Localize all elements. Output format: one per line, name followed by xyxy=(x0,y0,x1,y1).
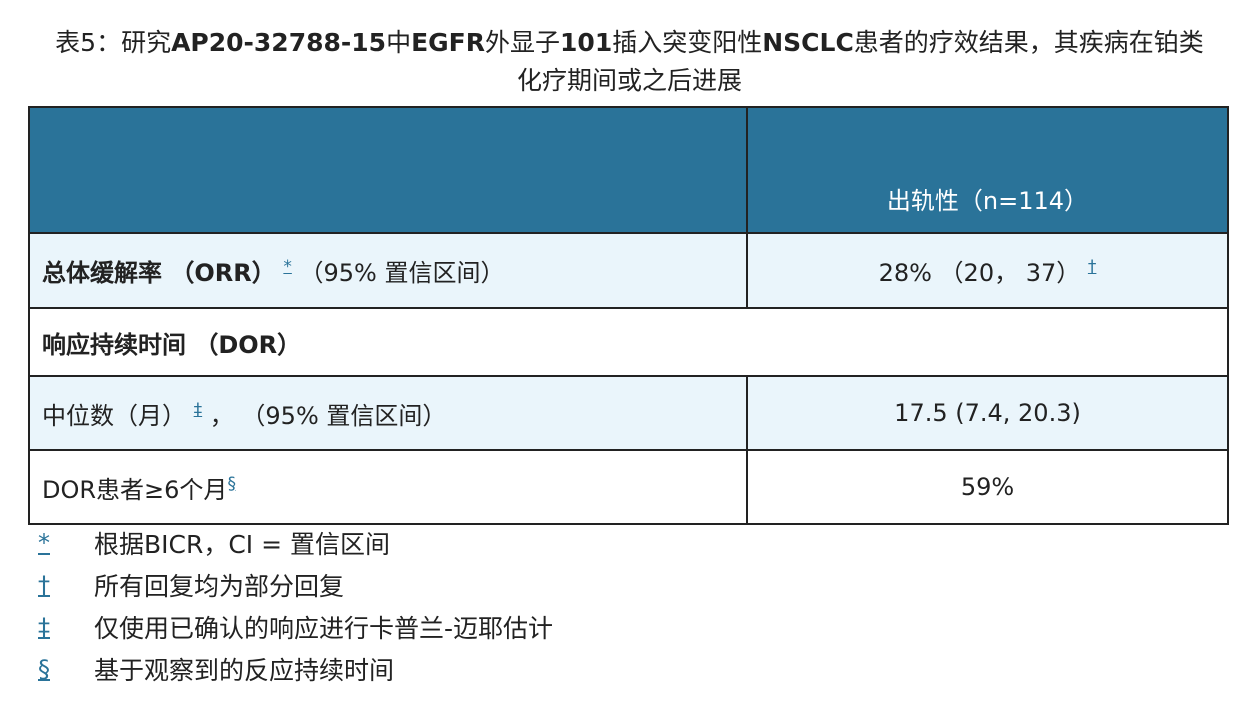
title-study-id: AP20-32788-15 xyxy=(171,28,387,57)
dor-section-cell: 响应持续时间 （DOR） xyxy=(28,307,1229,377)
footnote-link-dagger[interactable]: † xyxy=(1087,257,1097,277)
footnote-link-section[interactable]: § xyxy=(227,473,236,494)
footnote-item: ‡ 仅使用已确认的响应进行卡普兰-迈耶估计 xyxy=(38,606,1218,648)
efficacy-table: 出轨性（n=114） 总体缓解率 （ORR） * （95% 置信区间） 28% … xyxy=(28,106,1229,525)
title-line-1: 表5：研究AP20-32788-15中EGFR外显子101插入突变阳性NSCLC… xyxy=(20,24,1239,62)
header-cell-empty xyxy=(28,106,748,234)
footnote-item: † 所有回复均为部分回复 xyxy=(38,564,1218,606)
footnote-symbol-dagger[interactable]: † xyxy=(38,571,50,599)
footnote-symbol-double-dagger[interactable]: ‡ xyxy=(38,613,50,641)
footnote-text: 所有回复均为部分回复 xyxy=(94,572,345,601)
orr-label-cell: 总体缓解率 （ORR） * （95% 置信区间） xyxy=(28,232,748,309)
title-mid: 外显子 xyxy=(485,28,561,57)
footnote-text: 仅使用已确认的响应进行卡普兰-迈耶估计 xyxy=(94,614,554,643)
dor-6m-label: DOR患者≥6个月 xyxy=(42,475,228,504)
median-value-cell: 17.5 (7.4, 20.3) xyxy=(746,375,1229,451)
footnote-symbol-section[interactable]: § xyxy=(38,655,50,683)
median-label-cell: 中位数（月） ‡ ， （95% 置信区间） xyxy=(28,375,748,451)
table-row-dor-6m: DOR患者≥6个月§ 59% xyxy=(28,449,1229,525)
table-header-row: 出轨性（n=114） xyxy=(28,106,1229,234)
dor-6m-label-cell: DOR患者≥6个月§ xyxy=(28,449,748,525)
title-zh: 中 xyxy=(386,28,412,57)
dor-section-label: 响应持续时间 （DOR） xyxy=(42,330,302,359)
orr-value-cell: 28% （20， 37） † xyxy=(746,232,1229,309)
title-prefix: 表5：研究 xyxy=(55,28,172,57)
table-title: 表5：研究AP20-32788-15中EGFR外显子101插入突变阳性NSCLC… xyxy=(20,24,1239,100)
orr-ci-label: （95% 置信区间） xyxy=(299,259,505,287)
header-cell-cohort: 出轨性（n=114） xyxy=(746,106,1229,234)
table-row-orr: 总体缓解率 （ORR） * （95% 置信区间） 28% （20， 37） † xyxy=(28,232,1229,309)
orr-value: 28% （20， 37） xyxy=(878,259,1081,287)
title-line-2: 化疗期间或之后进展 xyxy=(516,66,742,95)
footnotes: * 根据BICR，CI = 置信区间 † 所有回复均为部分回复 ‡ 仅使用已确认… xyxy=(38,522,1218,690)
title-gene: EGFR xyxy=(411,28,486,57)
dor-6m-value-cell: 59% xyxy=(746,449,1229,525)
footnote-text: 基于观察到的反应持续时间 xyxy=(94,656,395,685)
footnote-link-double-dagger[interactable]: ‡ xyxy=(193,399,203,420)
median-label: 中位数（月） xyxy=(42,401,186,430)
title-mid2: 插入突变阳性 xyxy=(612,28,763,57)
orr-label: 总体缓解率 （ORR） xyxy=(42,259,276,287)
title-nsclc: NSCLC xyxy=(762,28,854,57)
table-row-dor-section: 响应持续时间 （DOR） xyxy=(28,307,1229,377)
footnote-symbol-asterisk[interactable]: * xyxy=(38,529,50,557)
title-suffix: 患者的疗效结果，其疾病在铂类 xyxy=(853,28,1204,57)
median-ci-label: ， （95% 置信区间） xyxy=(209,401,447,430)
dor-6m-value: 59% xyxy=(960,473,1015,501)
footnote-text: 根据BICR，CI = 置信区间 xyxy=(94,530,391,559)
footnote-item: * 根据BICR，CI = 置信区间 xyxy=(38,522,1218,564)
footnote-link-asterisk[interactable]: * xyxy=(283,257,292,277)
footnote-item: § 基于观察到的反应持续时间 xyxy=(38,648,1218,690)
median-value: 17.5 (7.4, 20.3) xyxy=(894,399,1081,427)
title-exon: 101 xyxy=(560,28,613,57)
table-row-median: 中位数（月） ‡ ， （95% 置信区间） 17.5 (7.4, 20.3) xyxy=(28,375,1229,451)
